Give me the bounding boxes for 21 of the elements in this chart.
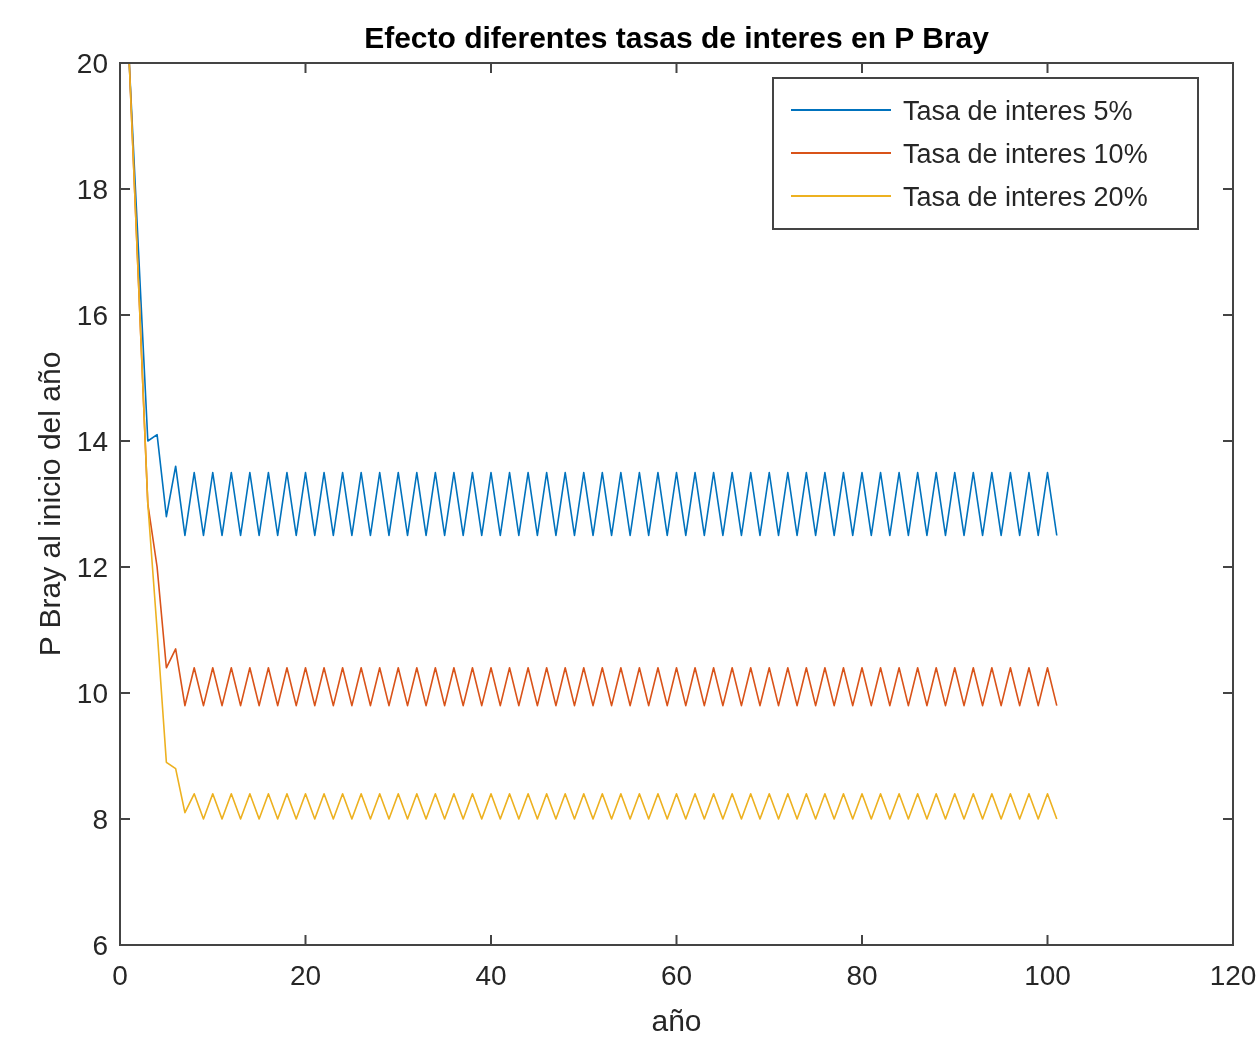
y-tick-label: 6 — [92, 930, 108, 961]
legend-label: Tasa de interes 10% — [903, 139, 1148, 169]
y-tick-label: 10 — [76, 678, 108, 709]
x-tick-label: 0 — [112, 960, 128, 991]
legend-label: Tasa de interes 20% — [903, 182, 1148, 212]
y-tick-label: 16 — [76, 300, 108, 331]
y-tick-label: 18 — [76, 174, 108, 205]
legend-label: Tasa de interes 5% — [903, 96, 1133, 126]
y-tick-label: 8 — [92, 804, 108, 835]
y-tick-label: 20 — [76, 48, 108, 79]
y-tick-label: 14 — [76, 426, 108, 457]
x-tick-label: 100 — [1024, 960, 1071, 991]
x-tick-label: 60 — [660, 960, 693, 991]
x-tick-label: 40 — [475, 960, 507, 991]
x-tick-label: 20 — [289, 960, 322, 991]
x-tick-label: 120 — [1209, 960, 1257, 991]
x-axis-title: año — [651, 1004, 702, 1037]
y-tick-label: 12 — [76, 552, 108, 583]
chart-title: Efecto diferentes tasas de interes en P Bray — [364, 21, 990, 54]
x-tick-label: 80 — [846, 960, 878, 991]
y-axis-title: P Bray al inicio del año — [33, 351, 66, 657]
